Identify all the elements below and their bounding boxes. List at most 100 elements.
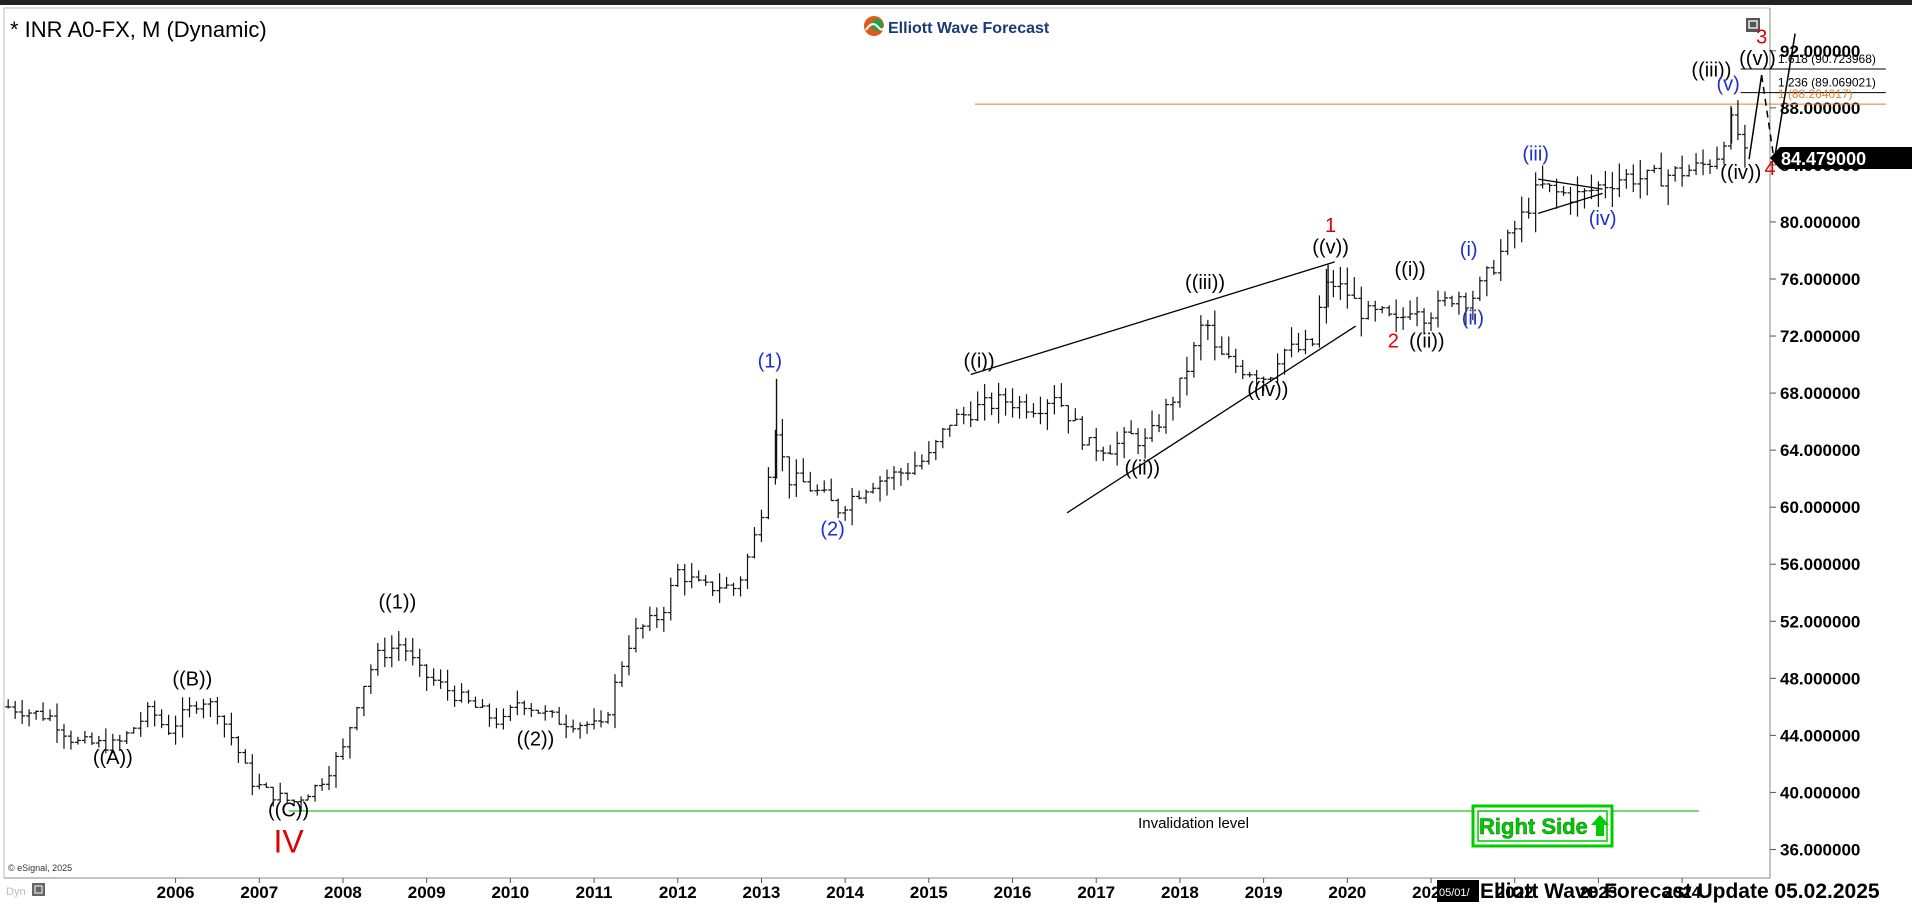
brand-logo-wave-icon [865, 21, 887, 31]
channel-line [1066, 325, 1357, 514]
wave-label: ((2)) [517, 728, 555, 750]
wave-label: ((i)) [1395, 259, 1426, 281]
y-tick-label: 76.000000 [1780, 270, 1860, 289]
fib-level-label: 1.236 (89.069021) [1778, 76, 1876, 90]
projection-segment [1748, 74, 1763, 160]
scroll-left-button[interactable] [32, 883, 45, 896]
scroll-icon [34, 885, 43, 894]
restore-icon [1748, 20, 1758, 29]
y-tick-label: 44.000000 [1780, 726, 1860, 745]
x-tick-label: 2018 [1161, 883, 1199, 902]
fib-level-label: 1 (88.264017) [1778, 87, 1853, 101]
right-side-label: Right Side [1479, 814, 1588, 839]
y-tick-label: 48.000000 [1780, 669, 1860, 688]
update-label: Elliott Wave Forecast Update 05.02.2025 [1480, 880, 1880, 903]
x-tick-label: 2024 [1663, 883, 1701, 902]
wave-label: 3 [1756, 27, 1767, 49]
wave-label: ((1)) [378, 591, 416, 613]
top-border [0, 0, 1912, 5]
wave-label: (ii) [1462, 308, 1484, 330]
y-tick-label: 72.000000 [1780, 327, 1860, 346]
channel-line [1537, 192, 1603, 214]
y-tick-label: 40.000000 [1780, 783, 1860, 802]
y-tick-label: 80.000000 [1780, 213, 1860, 232]
last-price-value: 84.479000 [1781, 149, 1866, 169]
x-tick-label: 2012 [659, 883, 697, 902]
wedge-channel-lines [970, 178, 1603, 514]
y-tick-label: 60.000000 [1780, 498, 1860, 517]
wave-label: IV [273, 823, 304, 859]
x-tick-label: 2022 [1496, 883, 1534, 902]
wave-label: (v) [1716, 74, 1739, 96]
x-tick-label: 2020 [1328, 883, 1366, 902]
restore-window-button[interactable] [1746, 18, 1760, 32]
y-tick-label: 88.000000 [1780, 99, 1860, 118]
channel-line [1538, 178, 1603, 190]
reference-lines: Invalidation level 1.618 (90.723968) 1.236… [288, 52, 1886, 832]
projection-path [1748, 33, 1796, 161]
last-price-tag: 84.479000 [1770, 147, 1912, 170]
wave-label: ((A)) [93, 747, 133, 769]
x-tick-label: 2006 [157, 883, 195, 902]
y-axis-ticks: 36.000000 40.000000 44.000000 48.000000 52.0… [1770, 42, 1860, 859]
wave-label: (2) [820, 519, 844, 541]
wave-label: 4 [1764, 158, 1775, 180]
x-tick-label: 2017 [1077, 883, 1115, 902]
x-tick-label: 2013 [743, 883, 781, 902]
wave-label: ((ii)) [1125, 457, 1161, 479]
x-tick-label: 2019 [1245, 883, 1283, 902]
wave-label: ((iv)) [1720, 162, 1761, 184]
wave-label: ((v)) [1312, 236, 1349, 258]
wave-label: ((iii)) [1691, 59, 1731, 81]
wave-label: ((v)) [1739, 48, 1776, 70]
x-tick-label: 2015 [910, 883, 948, 902]
x-tick-label: 2008 [324, 883, 362, 902]
projection-segment [1760, 74, 1775, 161]
ohlc-bars [5, 100, 1748, 812]
x-tick-label: 2016 [994, 883, 1032, 902]
y-tick-label: 56.000000 [1780, 555, 1860, 574]
x-tick-label: 2011 [576, 883, 613, 902]
y-tick-label: 36.000000 [1780, 840, 1860, 859]
x-tick-label: 2023 [1580, 883, 1618, 902]
date-marker: 05/01/ [1439, 887, 1471, 899]
wave-label: ((C)) [268, 800, 309, 822]
y-tick-label: 92.000000 [1780, 42, 1860, 61]
brand-logo: Elliott Wave Forecast [864, 16, 1050, 37]
wave-label: (i) [1460, 239, 1478, 261]
x-tick-label: 2014 [826, 883, 864, 902]
channel-line [970, 261, 1335, 376]
x-tick-label: 2007 [240, 883, 278, 902]
fib-level-label: 1.618 (90.723968) [1778, 52, 1876, 66]
wave-label: ((i)) [964, 350, 995, 372]
date-marker-bg [1437, 880, 1479, 902]
dyn-label: Dyn [6, 886, 26, 898]
wave-label: ((ii)) [1409, 330, 1445, 352]
wave-label: 1 [1325, 215, 1336, 237]
y-tick-label: 68.000000 [1780, 384, 1860, 403]
wave-labels: ((A)) ((B)) ((C))IV ((1)) ((2)) (1) (2) ((i)) ((… [93, 27, 1776, 860]
x-tick-label: 2010 [491, 883, 529, 902]
last-price-tag-bg [1770, 147, 1912, 170]
brand-name: Elliott Wave Forecast [888, 20, 1050, 37]
invalidation-label: Invalidation level [1138, 815, 1249, 832]
wave-label: (iv) [1589, 208, 1617, 230]
wave-label: 2 [1388, 330, 1399, 352]
x-tick-label: 2009 [408, 883, 446, 902]
right-side-badge-inner [1477, 810, 1608, 842]
projection-segment [1773, 33, 1796, 161]
wave-label: ((iv)) [1247, 379, 1288, 401]
wave-label: ((iii)) [1185, 272, 1225, 294]
wave-label: (1) [758, 350, 782, 372]
wave-label: ((B)) [172, 668, 212, 690]
up-arrow-icon [1591, 815, 1609, 836]
y-tick-label: 64.000000 [1780, 441, 1860, 460]
chart-plot-frame [3, 7, 1771, 879]
copyright: © eSignal, 2025 [8, 863, 72, 873]
right-side-badge: Right Side [1471, 804, 1614, 848]
y-tick-label: 52.000000 [1780, 612, 1860, 631]
wave-label: (iii) [1522, 144, 1549, 166]
symbol-title: * INR A0-FX, M (Dynamic) [10, 17, 267, 42]
